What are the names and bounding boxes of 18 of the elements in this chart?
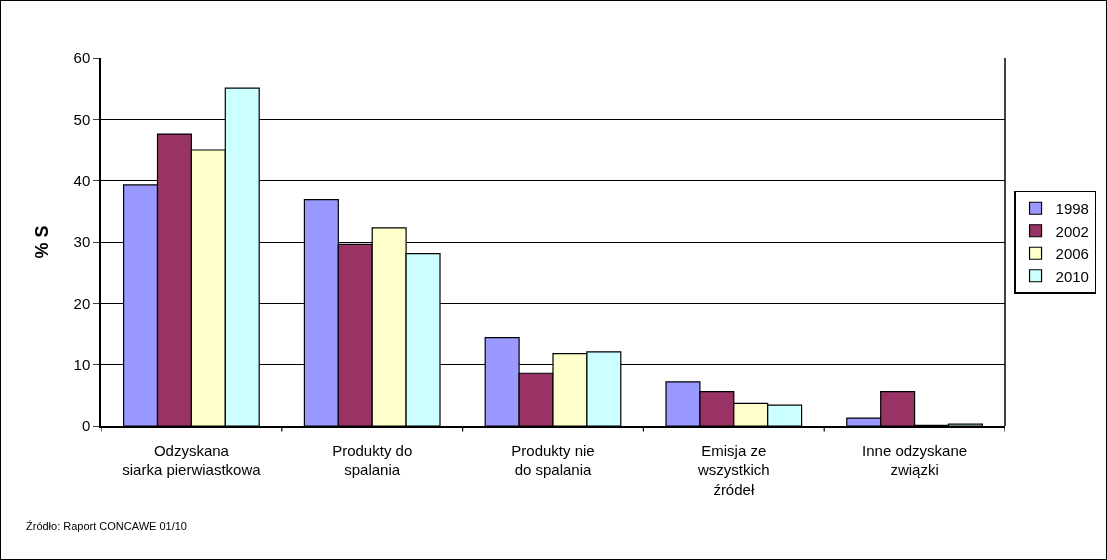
legend-label: 2006: [1055, 245, 1089, 263]
y-tick-label: 60: [73, 49, 91, 67]
x-tick-label: Emisja ze wszystkich źródeł: [696, 441, 770, 498]
text: Źródło: Raport CONCAWE 01/10: [26, 520, 187, 532]
x-tick-label: Odzyskana siarka pierwiastkowa: [122, 441, 262, 479]
y-tick-label: 50: [73, 110, 91, 128]
y-tick-label: 40: [73, 171, 91, 189]
x-tick-label: Inne odzyskane związki: [862, 441, 968, 479]
y-tick-label: 30: [73, 233, 91, 251]
legend-label: 2010: [1055, 267, 1089, 285]
y-tick-label: 20: [73, 294, 91, 312]
y-tick-label: 10: [73, 355, 91, 373]
y-tick-label: 0: [81, 417, 91, 435]
x-tick-label: Produkty nie do spalania: [511, 441, 595, 479]
legend-label: 1998: [1055, 200, 1089, 218]
legend-label: 2002: [1055, 222, 1089, 240]
y-axis-title: % S: [32, 225, 53, 259]
x-tick-label: Produkty do spalania: [332, 441, 413, 479]
